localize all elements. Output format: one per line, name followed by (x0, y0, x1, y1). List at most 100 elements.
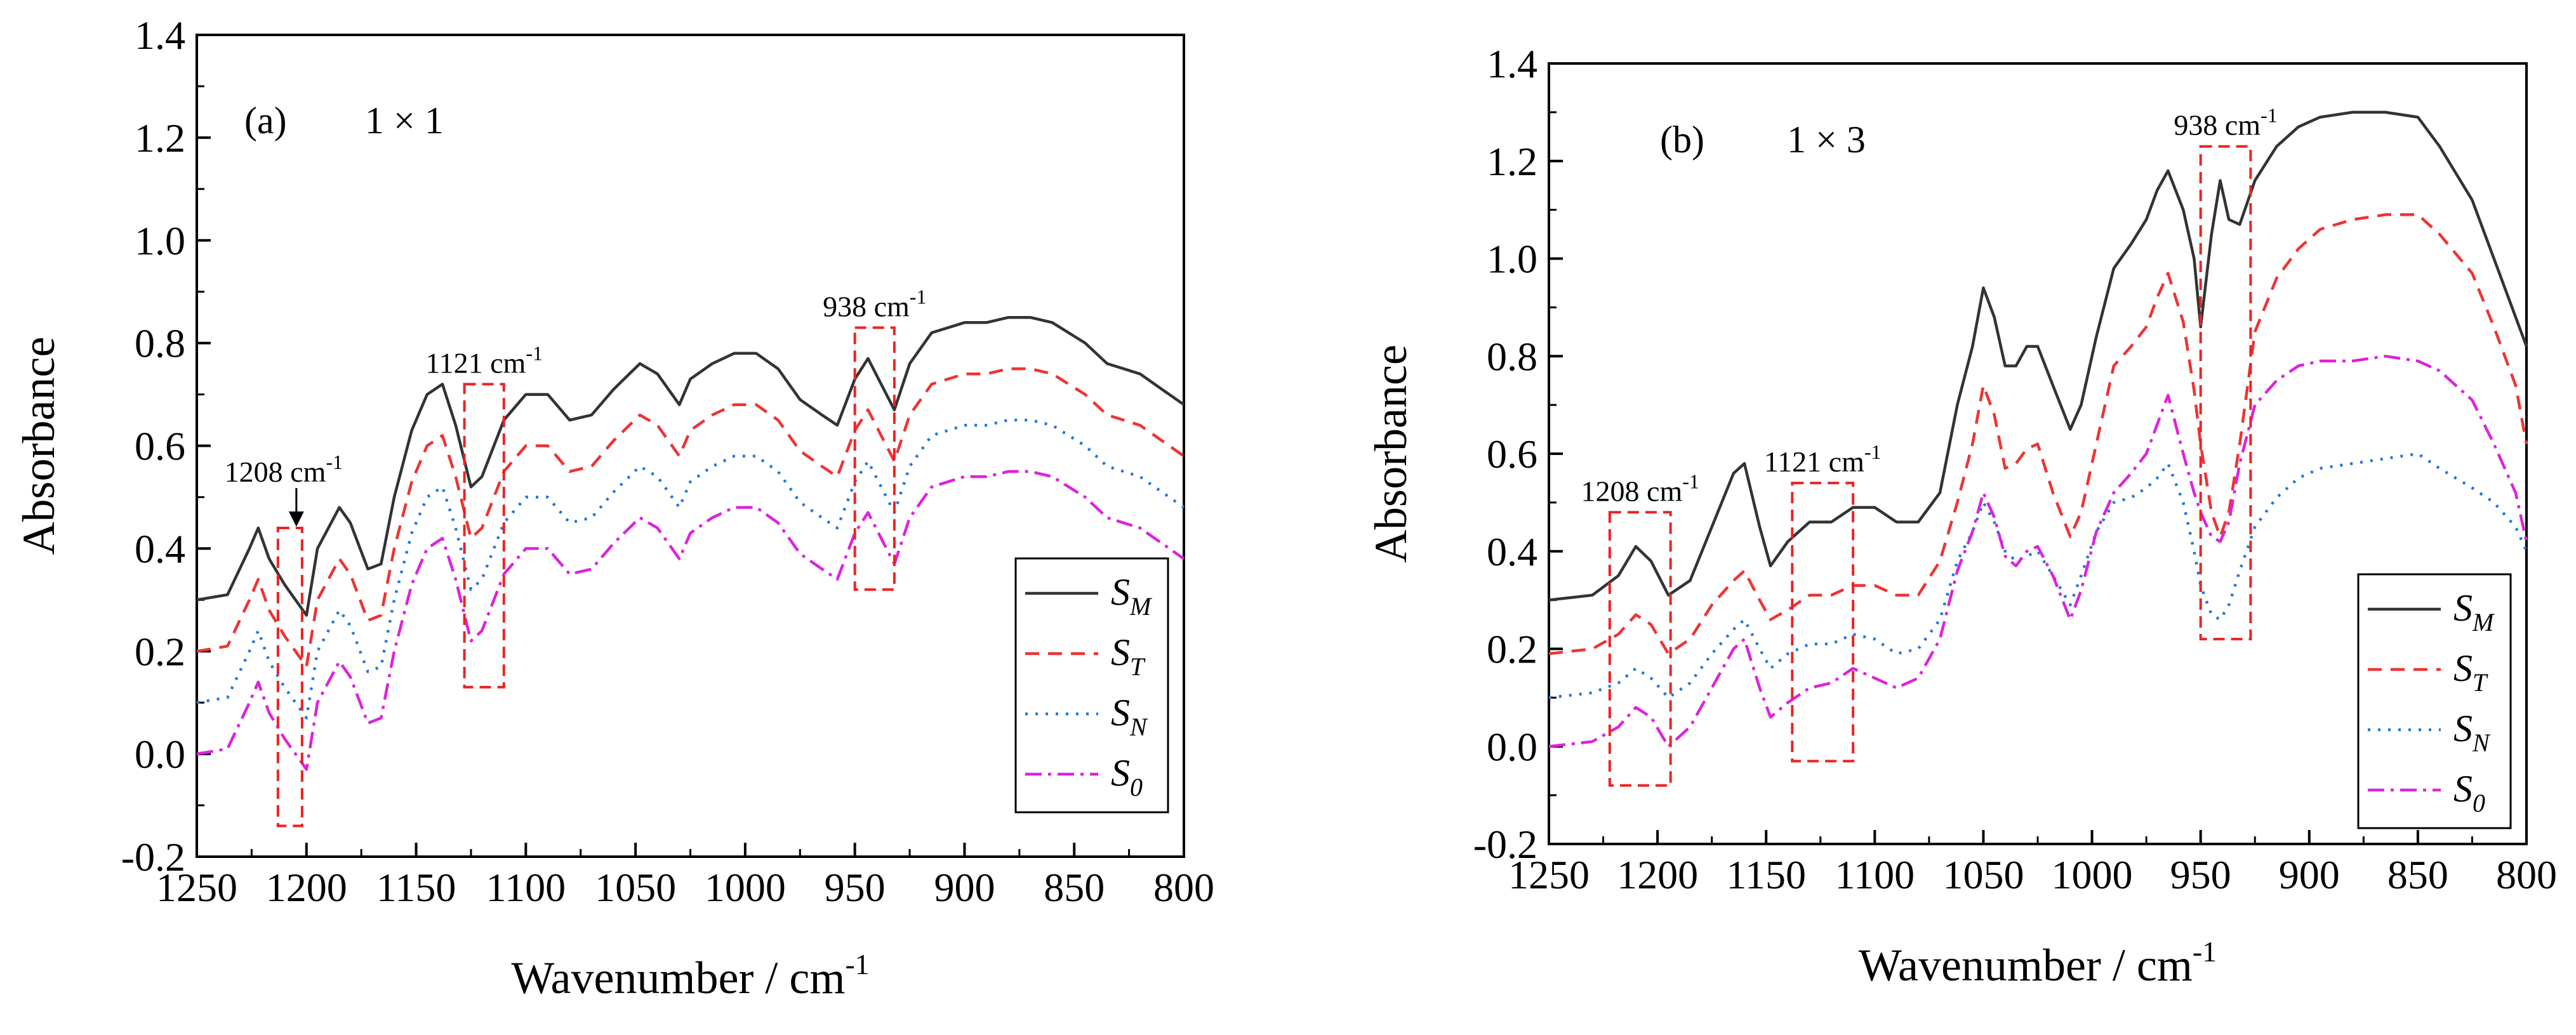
annotation-box (276, 527, 303, 827)
annotation-label: 938 cm-1 (2174, 104, 2277, 142)
x-axis-title-text: Wavenumber / cm (1859, 940, 2193, 991)
x-tick-label: 1200 (266, 865, 347, 910)
x-tick-label: 1000 (2052, 852, 2133, 897)
x-tick-label: 1050 (1942, 852, 2024, 897)
annotation-label-text: 1121 cm (1764, 445, 1864, 478)
x-tick-label: 900 (2279, 852, 2340, 897)
panel-condition: 1 × 1 (365, 100, 444, 142)
legend-box (1014, 557, 1169, 814)
annotation-label: 938 cm-1 (823, 285, 926, 322)
legend-entry: ST (1111, 631, 1146, 681)
x-tick-label: 1100 (486, 865, 566, 910)
x-tick-label: 1250 (156, 865, 237, 910)
y-tick-label: 1.0 (1487, 237, 1537, 282)
y-tick-label: 0.6 (135, 424, 185, 469)
y-tick-label: 0.0 (1487, 724, 1537, 769)
annotation-label: 1121 cm-1 (425, 341, 543, 379)
y-tick-label: -0.2 (121, 834, 185, 880)
legend-entry-main: S (1111, 752, 1130, 794)
annotation-box (1608, 511, 1672, 787)
annotation-label-sup: -1 (2261, 104, 2278, 127)
x-tick-label: 1100 (1835, 852, 1915, 897)
annotation-label-text: 1121 cm (425, 346, 526, 379)
series-line-s-t (196, 367, 1185, 668)
series-line-s-n (1548, 452, 2528, 699)
panel-label: (b) (1660, 119, 1704, 161)
y-tick-label: 0.6 (1487, 432, 1537, 477)
y-tick-label: 1.4 (1487, 41, 1537, 86)
legend-entry-sub: T (1130, 652, 1146, 681)
x-tick-label: 800 (1153, 865, 1214, 910)
annotation-box (463, 383, 505, 689)
x-tick-label: 1000 (705, 865, 786, 910)
panel-condition: 1 × 3 (1787, 119, 1866, 161)
legend-entry-main: S (2453, 768, 2473, 810)
annotation-label: 1121 cm-1 (1764, 440, 1882, 478)
x-tick-label: 1150 (376, 865, 456, 910)
legend-entry: ST (2453, 647, 2488, 697)
y-axis-title: Absorbance (13, 337, 64, 555)
chart-panel-b: 1250 1200 1150 1100 1050 1000 950 900 850 800 -0.2… (1365, 41, 2557, 991)
legend-box (2357, 573, 2512, 829)
y-tick-label: 0.2 (135, 629, 185, 674)
y-tick-label: 0.4 (1487, 529, 1537, 574)
y-tick-label: -0.2 (1473, 822, 1537, 867)
legend-entry: SM (1111, 571, 1153, 621)
annotation-label-text: 938 cm (2174, 109, 2261, 142)
annotation-label-text: 938 cm (823, 290, 910, 322)
annotation-label-sup: -1 (526, 341, 543, 364)
annotation-label-sup: -1 (910, 285, 927, 308)
y-tick-label: 1.0 (135, 218, 185, 263)
y-tick-label: 0.8 (1487, 334, 1537, 379)
legend-entry-main: S (1111, 631, 1130, 673)
series-line-s-0 (1548, 355, 2528, 748)
series-line-s-m (196, 315, 1185, 617)
legend-entry-sub: M (1129, 592, 1153, 621)
x-tick-label: 1250 (1508, 852, 1590, 897)
legend-entry-sub: N (2472, 728, 2491, 757)
y-tick-label: 1.2 (1487, 139, 1537, 184)
legend-entry-sub: 0 (2473, 789, 2485, 817)
y-tick-label: 0.0 (135, 732, 185, 777)
legend-entry-main: S (2453, 587, 2473, 629)
series-line-s-0 (196, 470, 1185, 771)
x-tick-label: 850 (2387, 852, 2448, 897)
y-tick-label: 0.4 (135, 526, 185, 571)
legend-entry: SN (1111, 692, 1148, 741)
annotation-label-text: 1208 cm (1581, 475, 1683, 507)
series-line-s-m (1548, 110, 2528, 602)
x-axis-title: Wavenumber / cm-1 (511, 948, 869, 1003)
legend-entry-main: S (1111, 571, 1130, 613)
annotation-label-text: 1208 cm (225, 456, 326, 488)
legend-entry-main: S (1111, 692, 1130, 734)
annotation-box (853, 326, 896, 591)
y-tick-label: 0.8 (135, 321, 185, 366)
x-axis-title-sup: -1 (845, 948, 869, 980)
y-tick-label: 1.4 (135, 13, 185, 58)
x-tick-label: 1050 (595, 865, 676, 910)
x-tick-label: 1200 (1617, 852, 1698, 897)
legend-entry: S0 (2453, 768, 2485, 817)
legend-entry-sub: N (1129, 713, 1148, 741)
x-tick-label: 950 (2170, 852, 2231, 897)
x-axis-title: Wavenumber / cm-1 (1859, 935, 2217, 991)
annotation-label-sup: -1 (1682, 470, 1699, 492)
x-tick-label: 1150 (1726, 852, 1806, 897)
panel-label: (a) (244, 100, 287, 142)
y-tick-label: 0.2 (1487, 627, 1537, 672)
legend-entry-sub: 0 (1130, 773, 1143, 801)
x-axis-title-text: Wavenumber / cm (511, 953, 845, 1003)
annotation-box (1791, 482, 1855, 763)
annotation-arrow-head (288, 511, 304, 527)
legend-entry: SN (2453, 708, 2491, 757)
y-tick-label: 1.2 (135, 115, 185, 161)
annotation-label-sup: -1 (326, 451, 343, 473)
legend-entry: SM (2453, 587, 2495, 636)
legend-entry-main: S (2453, 647, 2473, 689)
x-tick-label: 800 (2496, 852, 2557, 897)
legend-entry: S0 (1111, 752, 1143, 801)
annotation-box (2199, 145, 2252, 641)
annotation-label-sup: -1 (1864, 440, 1882, 463)
series-line-s-t (1548, 213, 2528, 656)
